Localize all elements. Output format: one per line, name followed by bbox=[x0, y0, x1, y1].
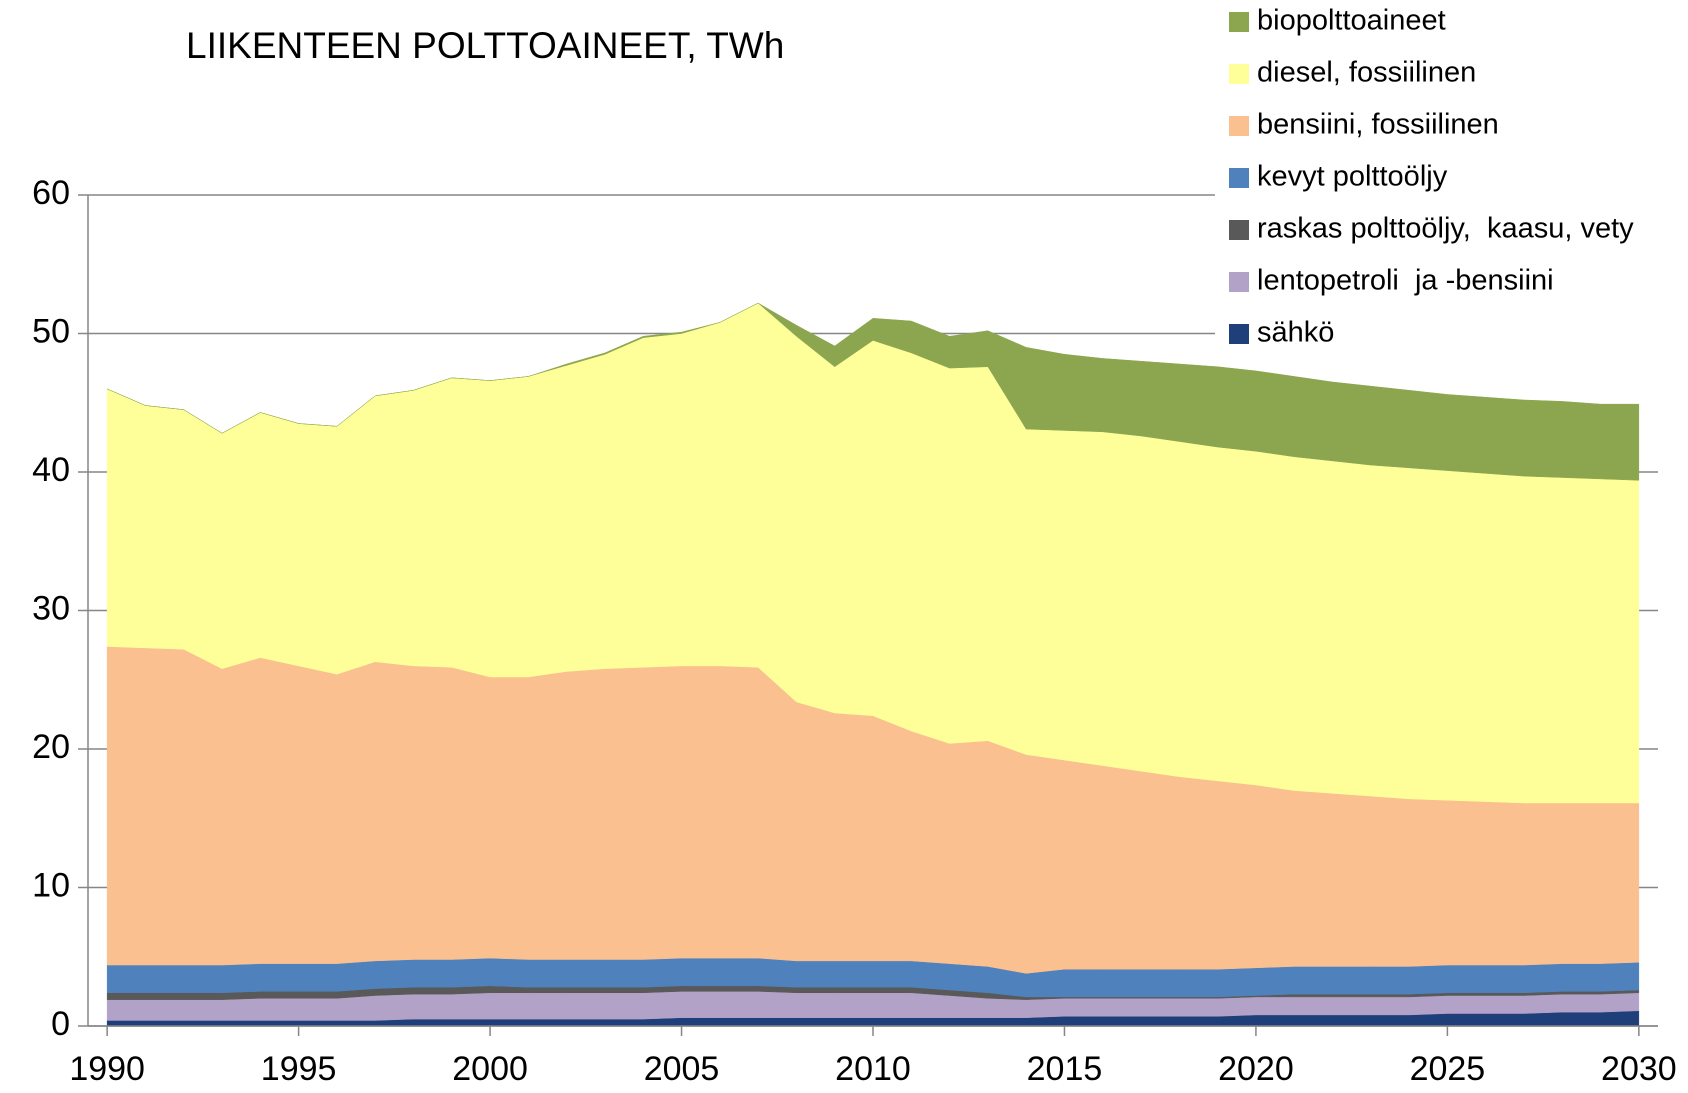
legend-swatch bbox=[1229, 116, 1249, 136]
legend-swatch bbox=[1229, 12, 1249, 32]
x-tick-label: 2030 bbox=[1601, 1050, 1677, 1088]
legend-background bbox=[1215, 0, 1688, 352]
y-tick-label: 10 bbox=[32, 866, 70, 904]
y-tick-label: 40 bbox=[32, 451, 70, 489]
x-tick-label: 1990 bbox=[69, 1050, 145, 1088]
y-tick-label: 60 bbox=[32, 174, 70, 212]
y-tick-label: 0 bbox=[51, 1005, 70, 1043]
legend-swatch bbox=[1229, 168, 1249, 188]
legend-label: raskas polttoöljy, kaasu, vety bbox=[1257, 213, 1634, 245]
x-tick-label: 2015 bbox=[1027, 1050, 1103, 1088]
legend-swatch bbox=[1229, 272, 1249, 292]
y-tick-label: 50 bbox=[32, 312, 70, 350]
legend: sähkö lentopetroli ja -bensiini raskas pol… bbox=[1229, 5, 1634, 349]
x-tick-label: 2025 bbox=[1410, 1050, 1486, 1088]
legend-label: lentopetroli ja -bensiini bbox=[1257, 265, 1554, 297]
x-tick-label: 2005 bbox=[644, 1050, 720, 1088]
x-tick-label: 2010 bbox=[835, 1050, 911, 1088]
legend-label: diesel, fossiilinen bbox=[1257, 57, 1476, 89]
legend-label: biopolttoaineet bbox=[1257, 5, 1446, 37]
x-tick-label: 2020 bbox=[1218, 1050, 1294, 1088]
legend-swatch bbox=[1229, 324, 1249, 344]
areas bbox=[106, 302, 1640, 1027]
y-tick-label: 30 bbox=[32, 589, 70, 627]
x-tick-label: 2000 bbox=[452, 1050, 528, 1088]
legend-label: sähkö bbox=[1257, 317, 1334, 349]
legend-swatch bbox=[1229, 64, 1249, 84]
legend-swatch bbox=[1229, 220, 1249, 240]
legend-label: bensiini, fossiilinen bbox=[1257, 109, 1499, 141]
x-tick-label: 1995 bbox=[261, 1050, 337, 1088]
chart-title: LIIKENTEEN POLTTOAINEET, TWh bbox=[186, 25, 784, 66]
y-tick-label: 20 bbox=[32, 728, 70, 766]
area bbox=[107, 302, 1640, 481]
legend-label: kevyt polttoöljy bbox=[1257, 161, 1448, 193]
